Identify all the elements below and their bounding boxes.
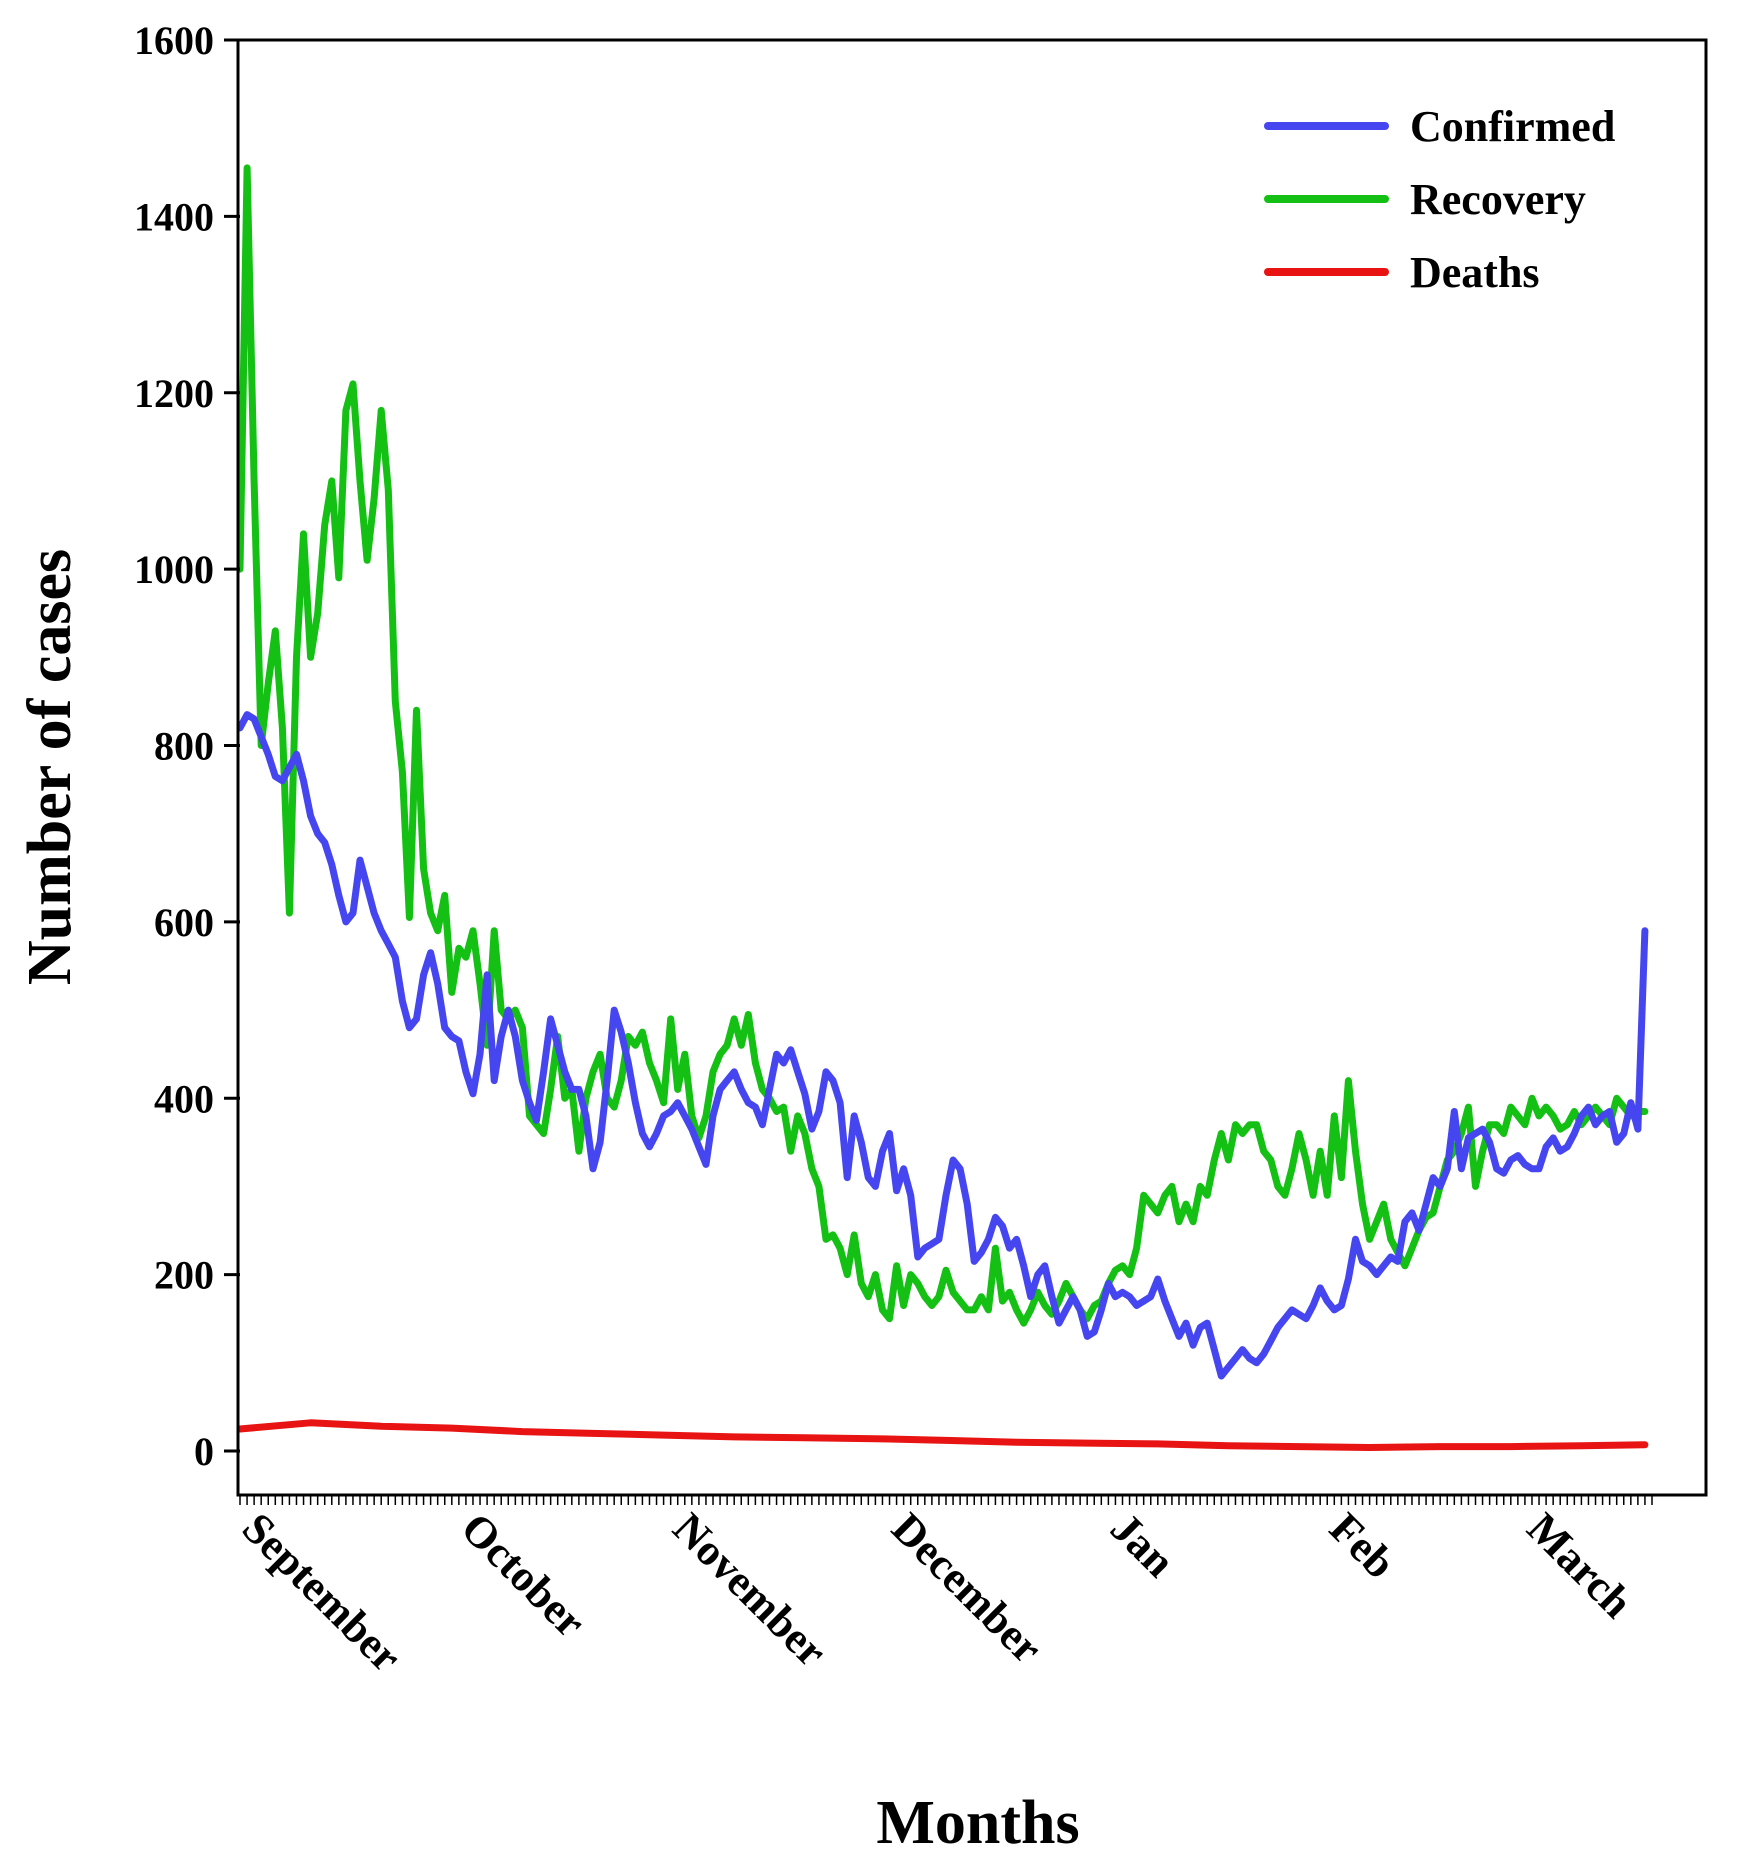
plot-frame xyxy=(236,38,1708,1497)
y-tick-label: 1000 xyxy=(134,547,214,592)
month-labels: September October November December Jan Feb Ma… xyxy=(233,1503,1642,1681)
month-label: December xyxy=(882,1503,1051,1672)
legend-label-confirmed: Confirmed xyxy=(1410,102,1615,151)
series-line-deaths xyxy=(236,1419,1649,1451)
month-label: November xyxy=(664,1503,837,1676)
y-tick-label: 1600 xyxy=(134,18,214,63)
month-label: October xyxy=(452,1503,595,1646)
y-tick-label: 200 xyxy=(154,1253,214,1298)
series-line-recovery xyxy=(236,164,1649,1327)
month-label: Feb xyxy=(1320,1503,1405,1588)
y-tick-label: 1200 xyxy=(134,371,214,416)
month-label: March xyxy=(1518,1503,1642,1627)
y-tick-label: 1400 xyxy=(134,194,214,239)
x-axis-title: Months xyxy=(876,1789,1079,1857)
series-line-confirmed xyxy=(236,711,1649,1380)
month-label: Jan xyxy=(1101,1503,1184,1586)
y-tick-label: 600 xyxy=(154,900,214,945)
legend: Confirmed Recovery Deaths xyxy=(1264,102,1615,297)
legend-label-recovery: Recovery xyxy=(1410,175,1586,224)
legend-label-deaths: Deaths xyxy=(1410,248,1540,297)
y-axis: 0 200 400 600 800 1000 1200 1400 1600 xyxy=(134,18,240,1474)
x-axis xyxy=(239,1495,1653,1505)
y-tick-label: 0 xyxy=(194,1429,214,1474)
month-label: September xyxy=(233,1503,411,1681)
y-tick-label: 800 xyxy=(154,724,214,769)
series-layer xyxy=(236,164,1649,1451)
y-tick-label: 400 xyxy=(154,1076,214,1121)
y-axis-title: Number of cases xyxy=(16,549,84,985)
